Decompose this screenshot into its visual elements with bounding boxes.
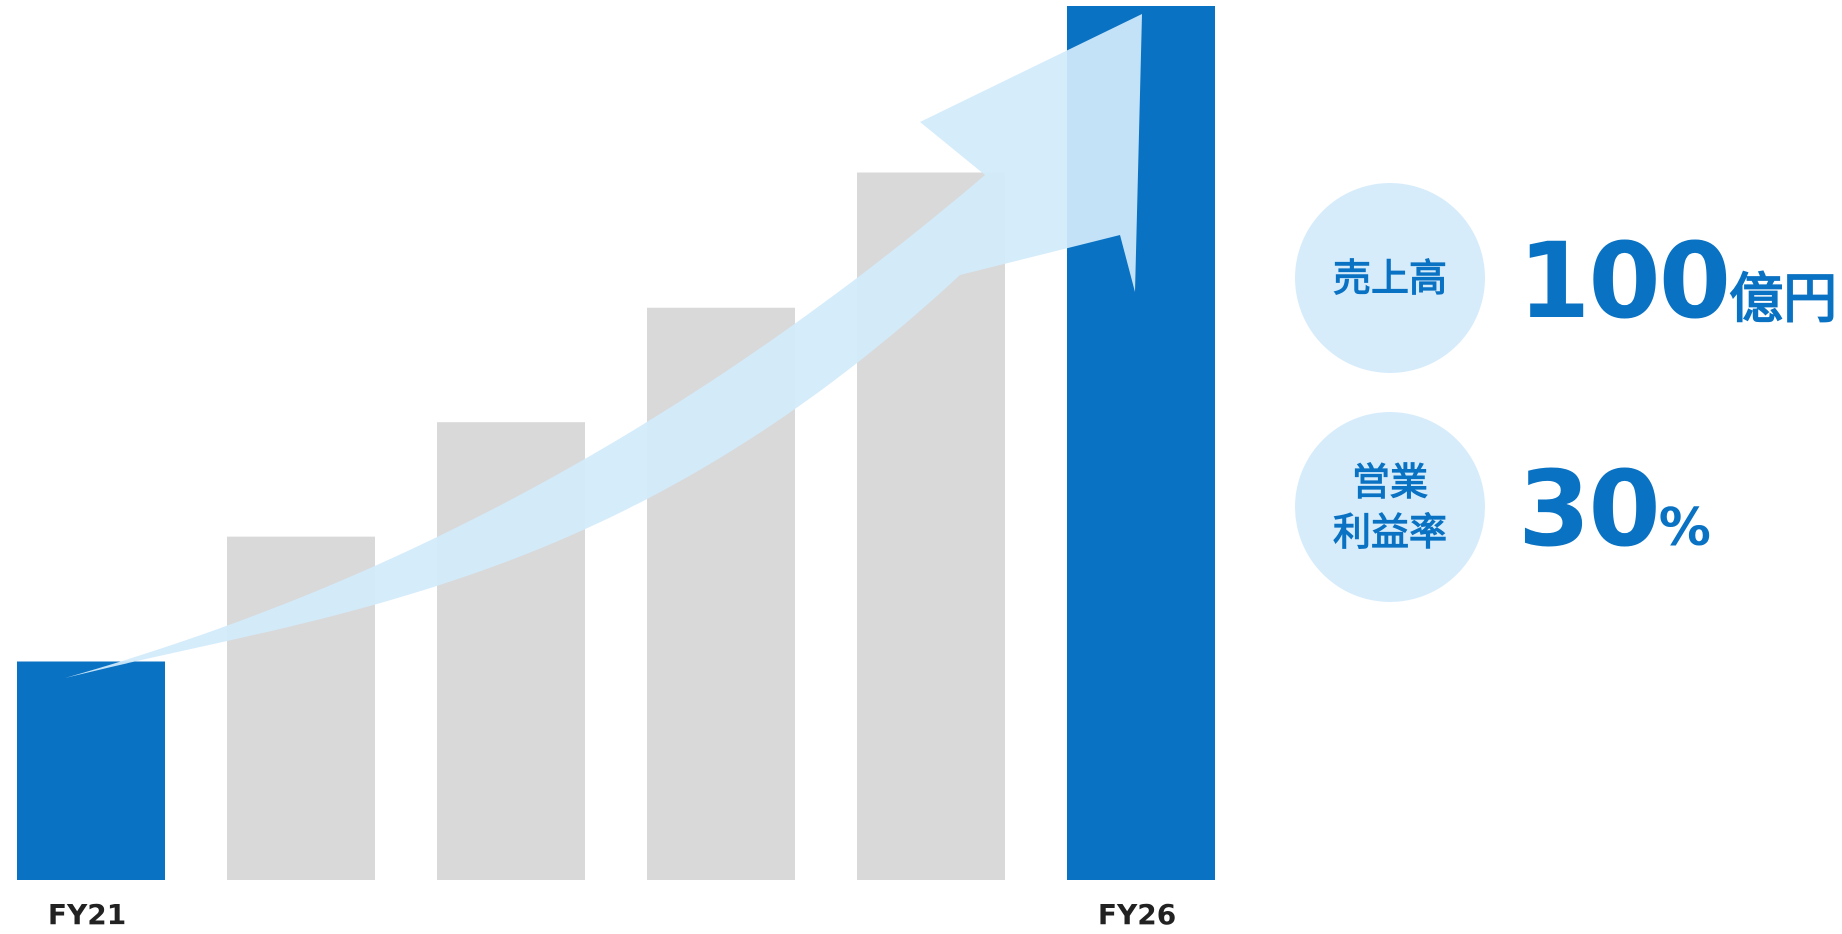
margin-number: 30 bbox=[1518, 448, 1661, 570]
growth-arrow-icon bbox=[65, 14, 1142, 678]
x-axis-labels: FY21 FY26 bbox=[48, 898, 1176, 931]
margin-label: 営業 利益率 bbox=[1332, 460, 1447, 554]
sales-label-circle: 売上高 bbox=[1295, 183, 1485, 373]
bar-0 bbox=[17, 661, 165, 880]
sales-value: 100億円 bbox=[1518, 220, 1837, 342]
margin-label-circle: 営業 利益率 bbox=[1295, 412, 1485, 602]
x-tick-label-5: FY26 bbox=[1098, 898, 1176, 931]
margin-unit: % bbox=[1658, 498, 1711, 558]
sales-label: 売上高 bbox=[1332, 256, 1447, 300]
sales-unit: 億円 bbox=[1729, 267, 1838, 330]
sales-number: 100 bbox=[1518, 220, 1731, 342]
x-tick-label-0: FY21 bbox=[48, 898, 126, 931]
margin-value: 30% bbox=[1518, 448, 1711, 570]
